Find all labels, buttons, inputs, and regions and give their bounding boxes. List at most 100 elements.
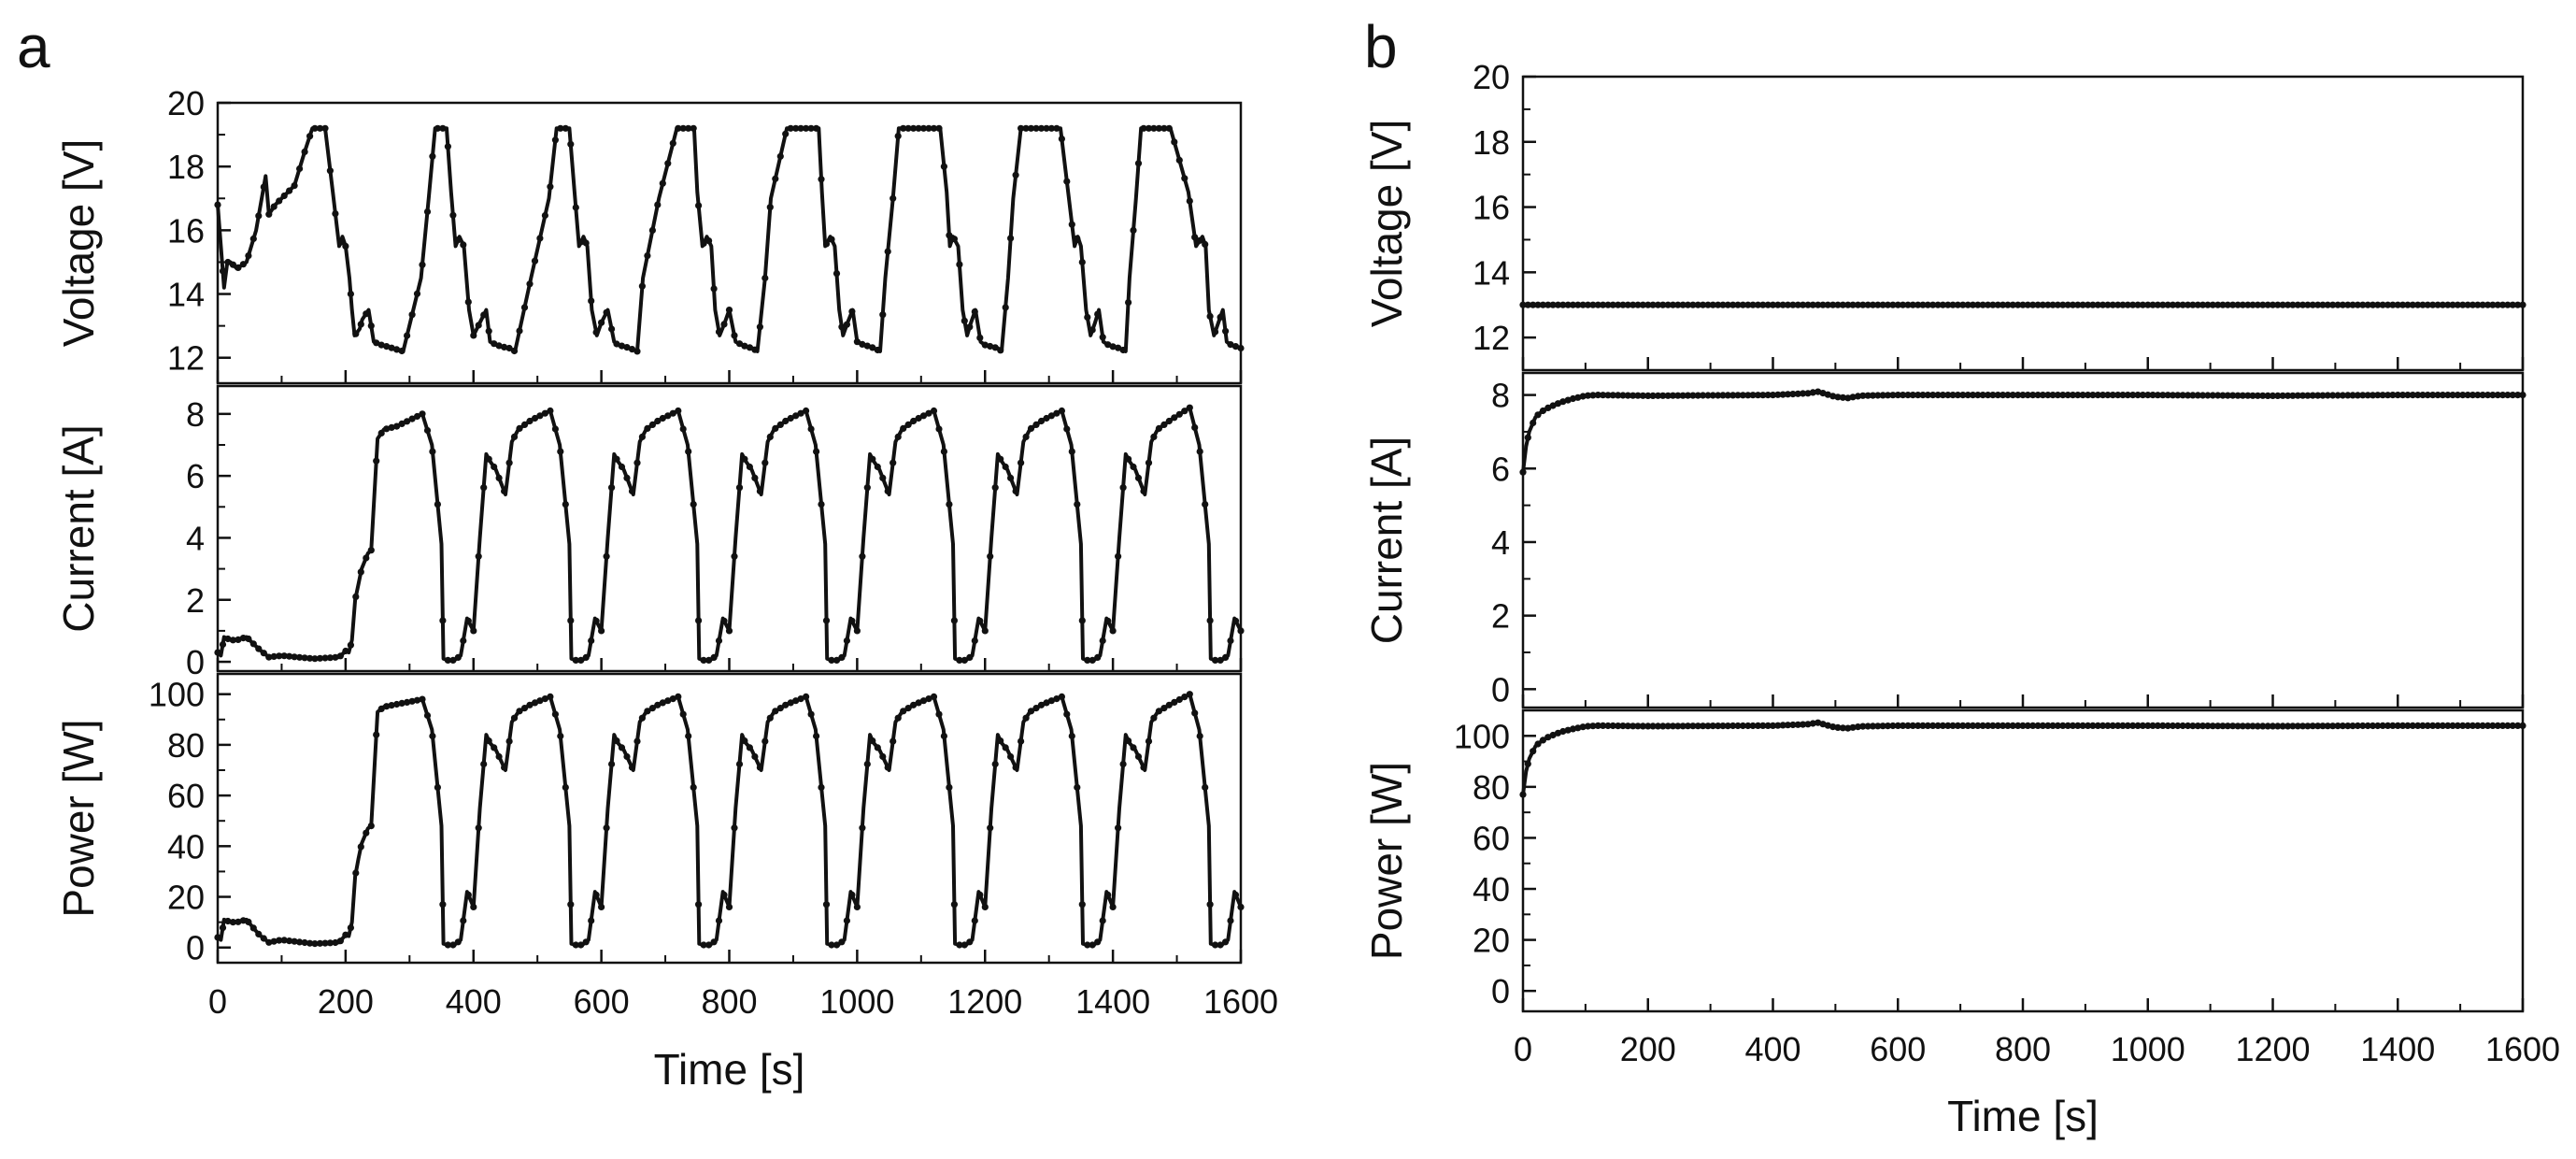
data-point [1744,722,1752,730]
data-point [265,938,273,946]
data-point [491,744,498,751]
data-point [2144,722,2152,730]
data-point [1047,412,1055,420]
data-point [2059,392,2067,399]
data-point [1032,124,1040,132]
data-point [598,319,605,326]
data-point [2119,301,2127,308]
data-point [1974,301,1982,308]
data-point [1879,392,1886,399]
data-point [2109,301,2116,308]
data-point [1715,392,1722,399]
data-point [255,930,263,938]
data-point [2514,301,2522,308]
data-point [981,341,989,349]
data-point [423,207,432,216]
data-point [1985,392,1992,399]
data-point [485,737,492,745]
data-point [1181,694,1188,701]
data-point [2049,301,2057,308]
data-point [1530,748,1537,755]
data-point [741,455,748,463]
data-point [956,941,963,949]
data-point [449,211,457,219]
data-point [260,935,267,942]
data-point [2229,392,2237,399]
data-point [1779,722,1786,729]
data-point [859,552,866,560]
data-point [1969,301,1977,308]
data-point [1022,124,1030,132]
data-point [787,124,794,132]
data-point [470,627,477,635]
data-point [2474,722,2482,730]
data-point [1155,424,1162,432]
data-point [1589,723,1597,730]
data-point [1954,722,1961,730]
data-point [1679,301,1686,308]
data-point [735,340,744,348]
data-point [1549,731,1557,739]
data-point [255,212,263,220]
data-point [2234,392,2242,399]
x-tick-label: 1400 [1075,982,1150,1021]
data-point [1569,301,1577,308]
data-point [776,705,784,712]
data-point [2104,301,2112,308]
y-tick-label: 100 [149,676,205,714]
data-point [2189,723,2197,730]
data-point [869,455,876,463]
data-point [2389,722,2397,730]
data-point [1914,301,1922,308]
data-point [1089,656,1096,665]
data-point [956,261,963,268]
data-point [2074,392,2082,399]
data-point [792,412,800,420]
data-point [1869,392,1877,399]
data-point [1063,710,1071,718]
data-point [2094,722,2101,730]
data-point [1109,343,1117,351]
data-point [1654,301,1662,308]
y-tick-label: 16 [1473,189,1510,227]
data-point [296,653,304,661]
data-point [991,484,999,492]
data-point [2349,723,2356,730]
data-point [1909,722,1916,730]
data-point [940,448,948,455]
data-point [2499,301,2507,308]
data-point [1939,301,1946,308]
data-point [2309,723,2316,730]
data-point [567,901,575,909]
data-point [2379,722,2386,730]
data-point [644,424,651,432]
data-point [363,829,370,837]
data-point [1115,824,1122,832]
data-point [582,239,590,247]
data-point [766,433,774,440]
data-point [1559,727,1567,736]
data-point [306,654,314,662]
data-point [2459,722,2467,730]
data-point [638,433,647,440]
data-point [1140,124,1147,132]
data-point [1779,301,1786,308]
data-point [613,340,620,348]
data-point [731,552,738,560]
data-point [633,348,641,355]
data-point [1929,392,1937,399]
data-point [1989,722,1997,730]
data-point [1824,391,1831,398]
data-point [2479,722,2486,730]
data-point [332,653,339,661]
data-point [1884,392,1892,399]
series-line-power [1521,720,2523,795]
data-point [224,635,232,643]
data-point [2369,392,2377,399]
data-point [2099,722,2107,730]
y-tick-label: 18 [167,148,205,186]
data-point [766,714,774,722]
data-point [1074,501,1081,508]
data-point [1002,463,1009,471]
data-point [1644,723,1652,730]
